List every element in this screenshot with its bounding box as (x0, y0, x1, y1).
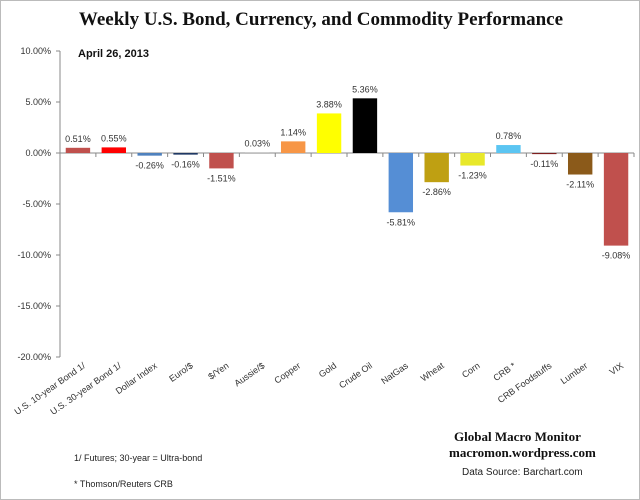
x-tick-label: CRB * (491, 360, 518, 383)
bar-4 (209, 153, 234, 169)
x-tick-label: NatGas (379, 360, 410, 386)
bar-7 (316, 113, 342, 153)
data-label: 0.51% (65, 134, 91, 144)
data-label: 1.14% (280, 127, 306, 137)
brand-site: macromon.wordpress.com (449, 445, 596, 460)
bar-6 (280, 141, 306, 153)
bar-1 (101, 147, 127, 153)
data-label: -5.81% (387, 217, 416, 227)
x-tick-label: Wheat (419, 360, 446, 383)
y-tick-label: 0.00% (25, 148, 51, 158)
bar-13 (532, 153, 557, 155)
data-label: 0.55% (101, 133, 127, 143)
y-tick-label: 10.00% (20, 46, 51, 56)
footnote-futures: 1/ Futures; 30-year = Ultra-bond (74, 453, 203, 463)
data-label: -2.86% (422, 187, 451, 197)
x-tick-label: Lumber (559, 360, 590, 386)
data-label: -9.08% (602, 251, 631, 261)
data-label: 5.36% (352, 84, 378, 94)
y-tick-label: -15.00% (17, 301, 51, 311)
x-tick-label: $/Yen (206, 360, 230, 381)
x-tick-label: Copper (272, 360, 302, 385)
x-tick-label: Aussie/$ (232, 360, 266, 388)
data-label: -1.51% (207, 173, 236, 183)
bar-8 (352, 98, 378, 153)
data-label: 3.88% (316, 99, 342, 109)
bar-0 (65, 147, 91, 153)
data-source: Data Source: Barchart.com (462, 467, 583, 478)
x-tick-label: Gold (317, 360, 338, 379)
data-label: 0.78% (496, 131, 522, 141)
data-label: -1.23% (458, 171, 487, 181)
bar-15 (603, 153, 629, 246)
x-tick-label: Corn (460, 360, 482, 379)
y-tick-label: -10.00% (17, 250, 51, 260)
brand-name: Global Macro Monitor (454, 429, 581, 444)
data-label: -2.11% (566, 180, 594, 190)
data-label: 0.03% (245, 139, 271, 149)
x-tick-label: Crude Oil (337, 360, 374, 390)
y-tick-label: -20.00% (17, 352, 51, 362)
y-tick-label: -5.00% (22, 199, 51, 209)
bar-14 (567, 153, 593, 175)
data-label: -0.26% (135, 161, 164, 171)
y-tick-label: 5.00% (25, 97, 51, 107)
bar-10 (424, 153, 449, 183)
bar-9 (388, 153, 414, 213)
footnote-crb: * Thomson/Reuters CRB (74, 479, 173, 489)
data-label: -0.11% (530, 159, 558, 169)
data-label: -0.16% (171, 160, 200, 170)
chart-title: Weekly U.S. Bond, Currency, and Commodit… (78, 9, 564, 30)
x-tick-label: Euro/$ (167, 360, 194, 383)
bar-2 (137, 153, 162, 156)
x-tick-label: VIX (608, 360, 626, 377)
bar-11 (460, 153, 485, 166)
chart-subtitle: April 26, 2013 (78, 48, 149, 60)
bar-12 (496, 145, 521, 153)
bar-3 (173, 153, 198, 155)
bar-5 (245, 152, 270, 154)
